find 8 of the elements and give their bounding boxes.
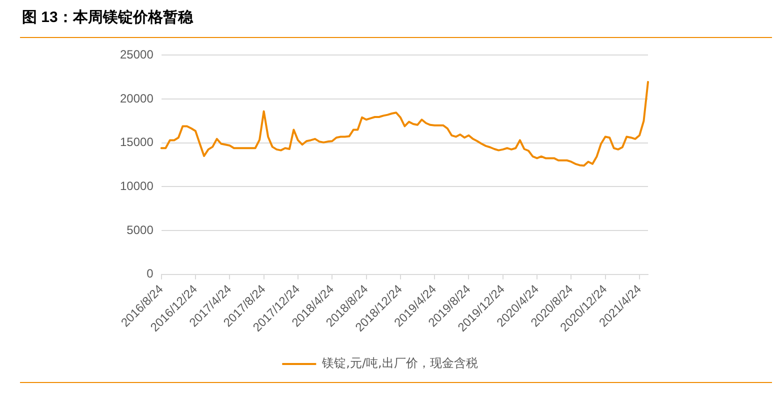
y-tick-label: 0: [146, 266, 154, 281]
chart-title: 图 13：本周镁锭价格暂稳: [22, 8, 193, 27]
y-tick-label: 25000: [120, 48, 154, 62]
y-tick-label: 5000: [126, 222, 154, 237]
y-tick-label: 10000: [120, 179, 154, 193]
y-tick-label: 15000: [120, 135, 154, 150]
legend-label: 镁锭,元/吨,出厂价，现金含税: [321, 356, 478, 370]
y-tick-label: 20000: [120, 91, 154, 106]
